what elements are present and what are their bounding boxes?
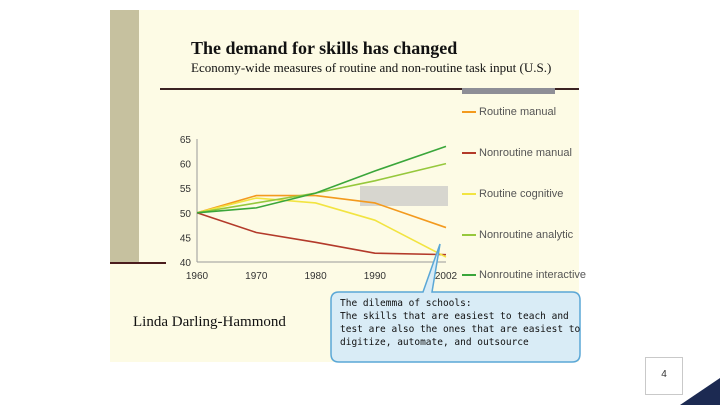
y-tick-label: 65	[180, 135, 192, 146]
x-tick-label: 2002	[435, 271, 458, 282]
slide-subtitle: Economy-wide measures of routine and non…	[191, 60, 552, 75]
x-tick-label: 1980	[304, 271, 327, 282]
x-tick-label: 1960	[186, 271, 209, 282]
y-tick-label: 45	[180, 233, 192, 244]
series-line-routine-cognitive	[196, 197, 447, 258]
callout-line: The skills that are easiest to teach and	[340, 311, 569, 322]
page-number-box: 4	[645, 357, 683, 395]
series-lines	[196, 145, 447, 258]
author-name: Linda Darling-Hammond	[133, 314, 286, 330]
series-line-nonroutine-manual	[196, 212, 447, 256]
y-tick-label: 60	[180, 160, 192, 171]
series-line-nonroutine-interactive	[196, 145, 447, 214]
y-tick-labels: 40 45 50 55 60 65	[180, 135, 192, 269]
divider-accent-bar	[462, 88, 555, 94]
legend-label: Routine cognitive	[479, 188, 564, 200]
callout-text: The dilemma of schools: The skills that …	[340, 297, 580, 349]
legend-swatch	[462, 152, 476, 154]
legend-swatch	[462, 111, 476, 113]
legend-label: Nonroutine analytic	[479, 229, 574, 241]
x-tick-label: 1990	[364, 271, 387, 282]
legend-label: Nonroutine interactive	[479, 269, 587, 281]
y-tick-label: 50	[180, 209, 192, 220]
title-divider	[160, 88, 579, 90]
slide-title: The demand for skills has changed	[191, 38, 458, 58]
page-number: 4	[661, 369, 667, 380]
callout-line: test are also the ones that are easiest …	[340, 324, 581, 335]
legend-label: Routine manual	[479, 106, 557, 118]
callout-line: The dilemma of schools:	[340, 298, 472, 309]
legend-swatch	[462, 193, 476, 195]
y-tick-label: 55	[180, 184, 192, 195]
x-tick-label: 1970	[245, 271, 268, 282]
legend-swatch	[462, 234, 476, 236]
left-accent-line	[110, 262, 166, 264]
x-tick-labels: 1960 1970 1980 1990 2002	[186, 271, 458, 282]
highlight-band	[360, 186, 448, 206]
y-tick-label: 40	[180, 258, 192, 269]
callout-line: digitize, automate, and outsource	[340, 337, 529, 348]
page-corner-triangle	[680, 378, 720, 405]
callout-box	[330, 243, 581, 363]
left-accent-bar	[110, 10, 139, 263]
series-line-routine-manual	[196, 194, 447, 229]
legend-label: Nonroutine manual	[479, 147, 572, 159]
legend-swatch	[462, 274, 476, 276]
